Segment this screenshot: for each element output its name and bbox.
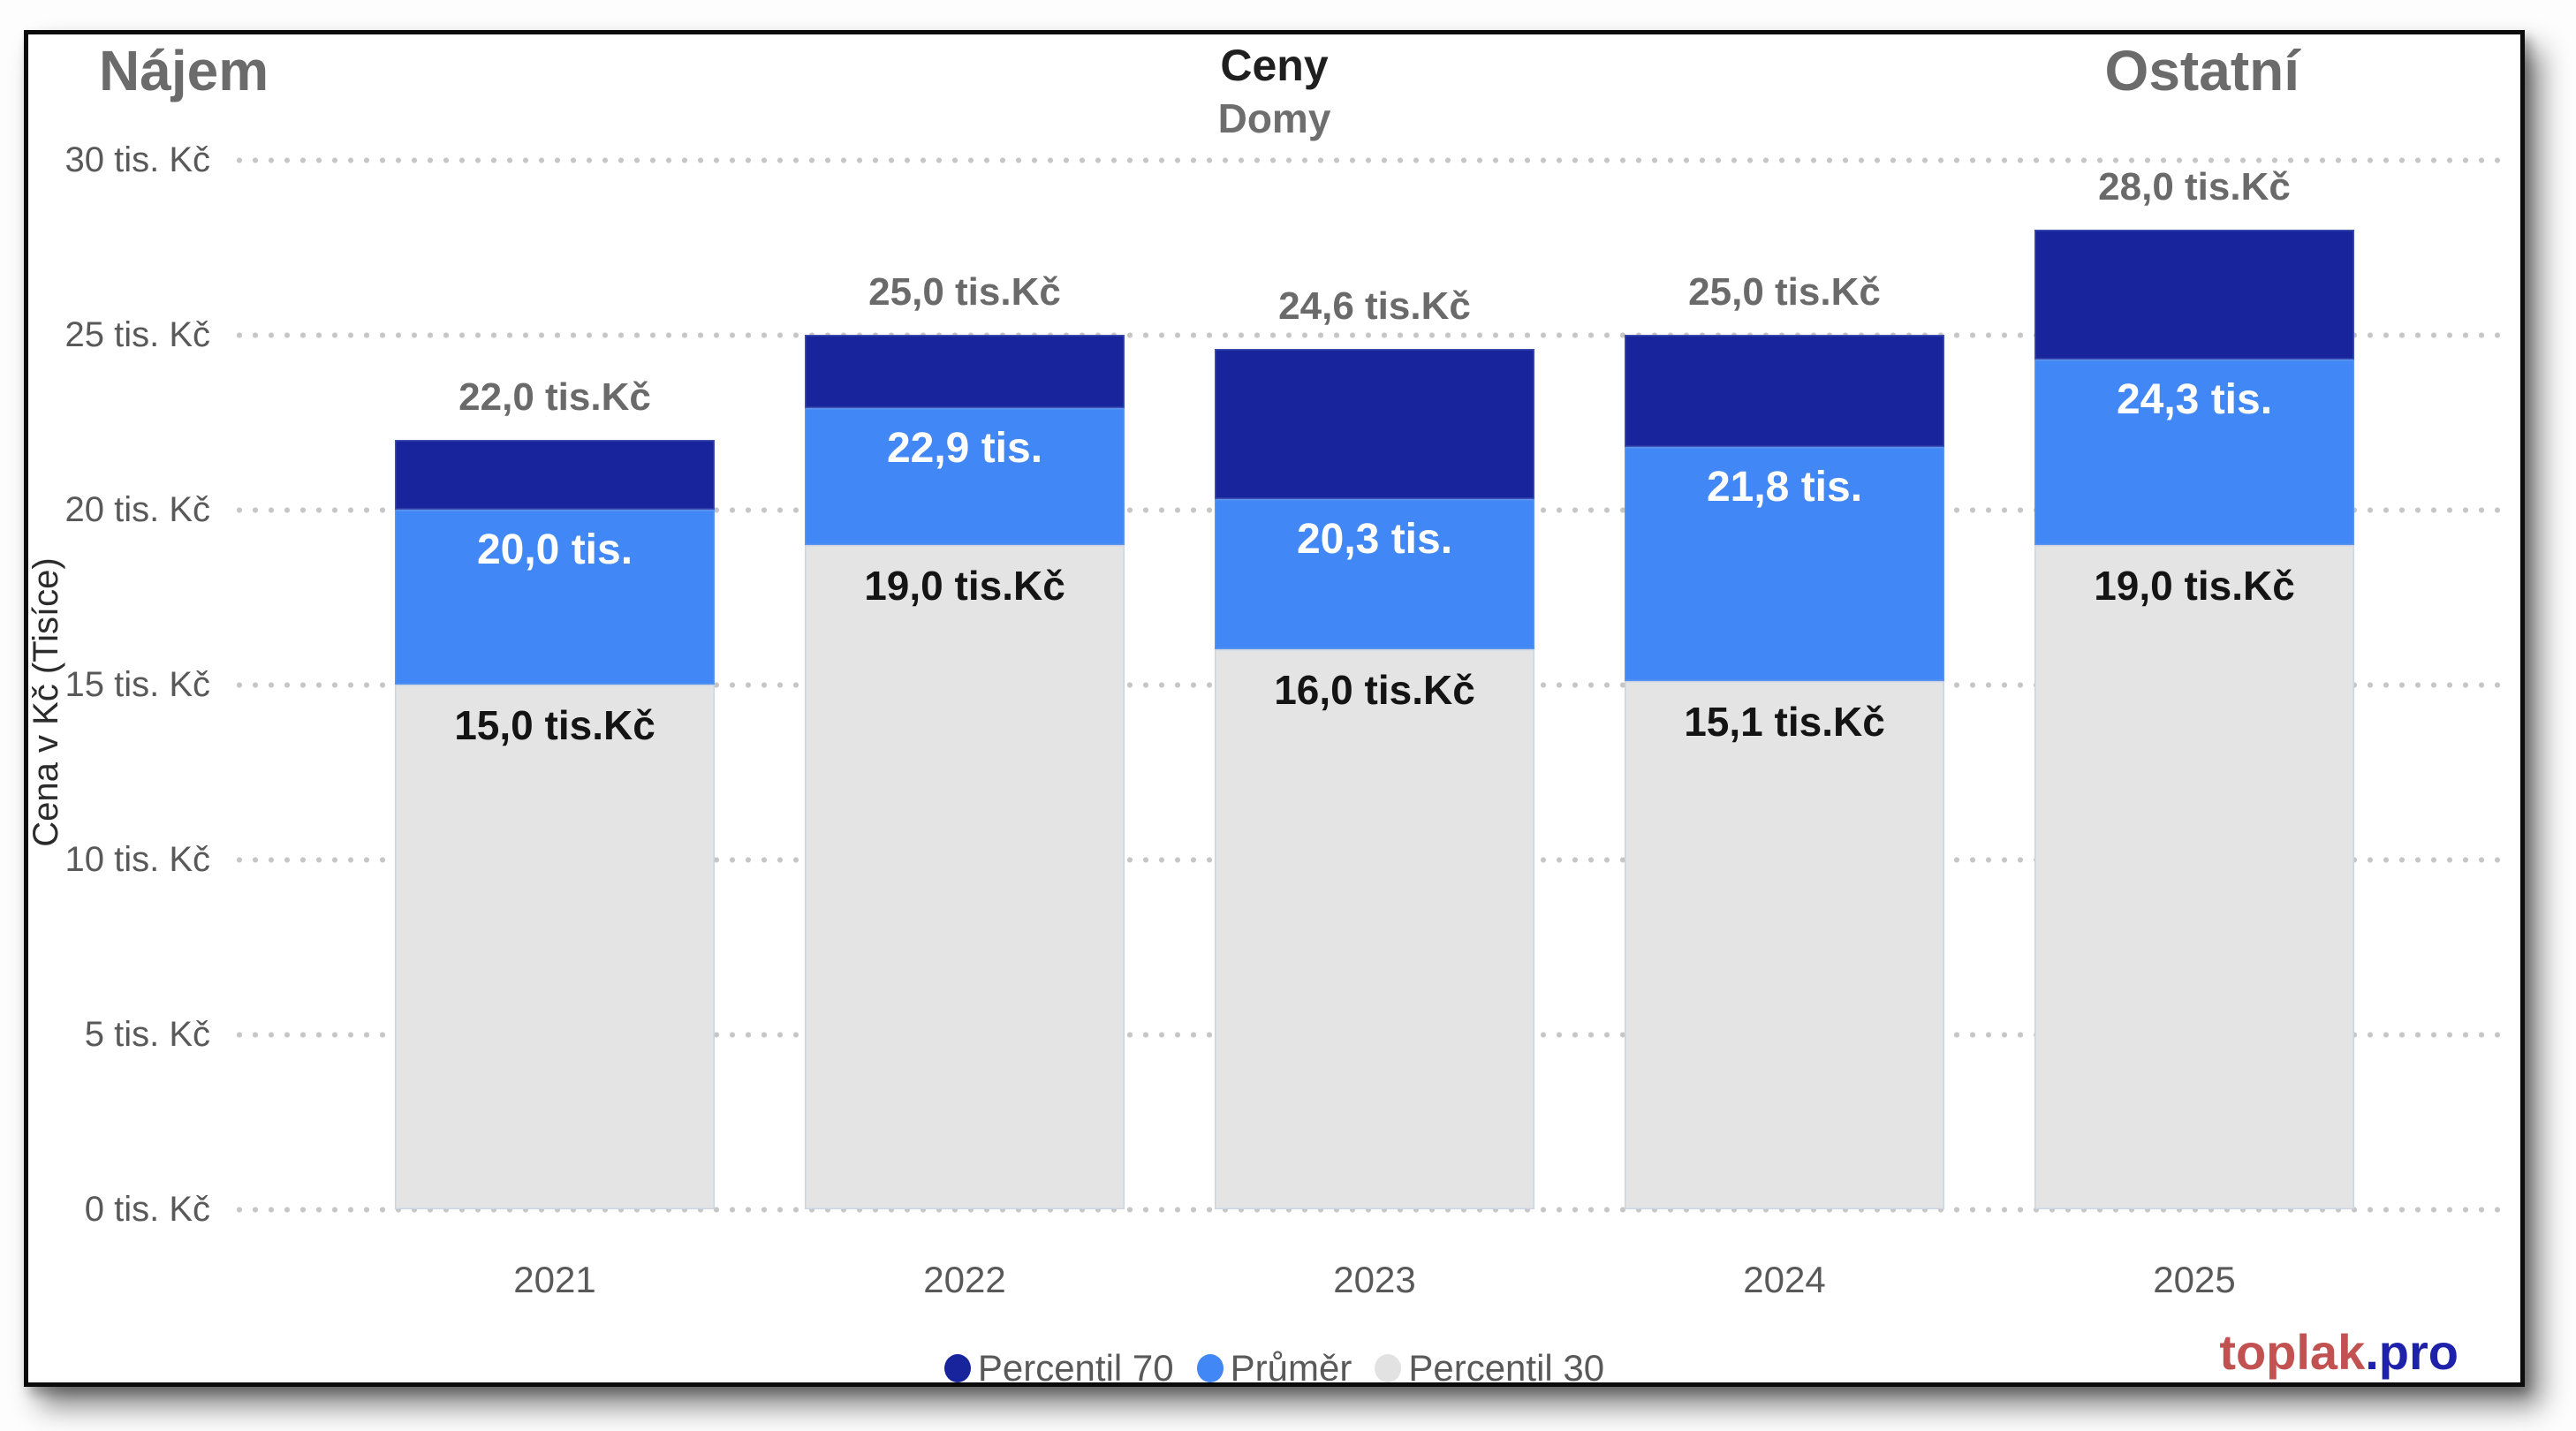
bar-2025-segment-percentil-30[interactable]: [2034, 544, 2354, 1209]
bar-2024-label-prumer: 21,8 tis.: [1706, 463, 1863, 511]
chart-title: Ceny: [1220, 41, 1329, 90]
y-tick-label-20: 20 tis. Kč: [64, 490, 210, 529]
bar-2023-segment-prumer[interactable]: [1215, 499, 1534, 650]
bar-2023-label-percentil-70: 24,6 tis.Kč: [1278, 284, 1471, 328]
bar-2022-segment-prumer[interactable]: [805, 408, 1125, 545]
bar-2022-label-percentil-70: 25,0 tis.Kč: [868, 270, 1061, 314]
legend-item-percentil-70[interactable]: Percentil 70: [943, 1347, 1174, 1389]
x-axis-label-2022: 2022: [923, 1259, 1006, 1300]
legend-label: Průměr: [1230, 1347, 1352, 1389]
bar-2024-segment-percentil-70[interactable]: [1625, 335, 1944, 447]
x-axis-label-2023: 2023: [1333, 1259, 1416, 1300]
right-panel-title: Ostatní: [2104, 39, 2299, 102]
x-axis-label-2025: 2025: [2153, 1259, 2236, 1300]
bar-2025-segment-prumer[interactable]: [2034, 359, 2354, 545]
legend-item-percentil-30[interactable]: Percentil 30: [1375, 1347, 1604, 1389]
bar-2023-segment-percentil-30[interactable]: [1215, 649, 1534, 1209]
y-tick-label-5: 5 tis. Kč: [84, 1015, 210, 1054]
legend-dot-percentil-70: [943, 1354, 971, 1382]
brand-name: toplak: [2219, 1324, 2366, 1380]
gridline-0: [231, 1207, 2502, 1213]
bar-2021-segment-percentil-30[interactable]: [395, 685, 715, 1209]
y-tick-label-15: 15 tis. Kč: [64, 665, 210, 704]
chart-subtitle: Domy: [1217, 95, 1331, 141]
bar-2022-segment-percentil-30[interactable]: [805, 544, 1125, 1209]
brand-logo[interactable]: toplak.pro: [2219, 1326, 2459, 1379]
bar-2024-label-percentil-70: 25,0 tis.Kč: [1688, 270, 1881, 314]
y-tick-label-0: 0 tis. Kč: [84, 1190, 210, 1229]
bar-2023-label-prumer: 20,3 tis.: [1296, 516, 1453, 564]
bar-2024-segment-percentil-30[interactable]: [1625, 681, 1944, 1209]
legend-dot-prumer: [1196, 1354, 1224, 1382]
x-axis-label-2021: 2021: [513, 1259, 596, 1300]
bar-2022-segment-percentil-70[interactable]: [805, 335, 1125, 409]
legend-label: Percentil 70: [977, 1347, 1174, 1389]
bar-2024-label-percentil-30: 15,1 tis.Kč: [1684, 699, 1885, 746]
brand-tld: .pro: [2365, 1324, 2459, 1380]
y-tick-label-30: 30 tis. Kč: [64, 140, 210, 179]
x-axis-label-2024: 2024: [1743, 1259, 1826, 1300]
bar-2022-label-percentil-30: 19,0 tis.Kč: [864, 562, 1065, 609]
gridline-30: [231, 157, 2502, 163]
left-panel-title: Nájem: [99, 39, 269, 102]
bar-2021-segment-prumer[interactable]: [395, 510, 715, 685]
bar-2021-label-percentil-30: 15,0 tis.Kč: [454, 702, 655, 748]
legend: Percentil 70 Průměr Percentil 30: [28, 1347, 2520, 1389]
bar-2023-segment-percentil-70[interactable]: [1215, 348, 1534, 500]
chart-card: Nájem Ceny Domy Ostatní Cena v Kč (Tisíc…: [24, 30, 2525, 1389]
bar-2023-label-percentil-30: 16,0 tis.Kč: [1274, 667, 1475, 714]
gridline-25: [231, 332, 2502, 338]
bar-2025-label-percentil-30: 19,0 tis.Kč: [2094, 562, 2295, 609]
legend-item-prumer[interactable]: Průměr: [1196, 1347, 1352, 1389]
title-block: Ceny Domy: [28, 34, 2520, 144]
bar-2024-segment-prumer[interactable]: [1625, 446, 1944, 682]
bar-2021-label-percentil-70: 22,0 tis.Kč: [458, 375, 651, 419]
y-tick-label-10: 10 tis. Kč: [64, 840, 210, 879]
bar-2025-label-percentil-70: 28,0 tis.Kč: [2098, 165, 2291, 209]
bar-2022-label-prumer: 22,9 tis.: [886, 425, 1043, 473]
bar-2025-segment-percentil-70[interactable]: [2034, 230, 2354, 360]
y-tick-label-25: 25 tis. Kč: [64, 315, 210, 354]
legend-label: Percentil 30: [1408, 1347, 1605, 1389]
legend-dot-percentil-30: [1375, 1354, 1402, 1382]
bar-2025-label-prumer: 24,3 tis.: [2116, 375, 2273, 423]
bar-2021-label-prumer: 20,0 tis.: [476, 526, 633, 573]
bar-2021-segment-percentil-70[interactable]: [395, 439, 715, 510]
